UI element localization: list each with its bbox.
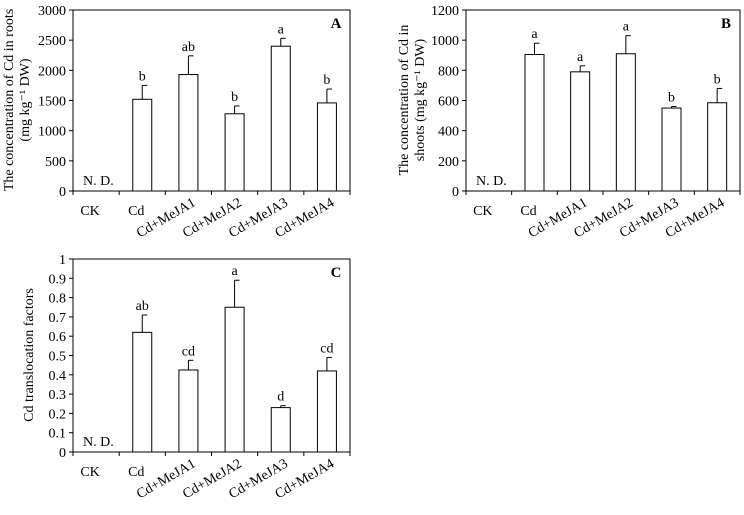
significance-label: cd [182,344,195,359]
y-tick-label: 3000 [38,4,66,19]
chart-panel-a: 050010001500200025003000CKbCdabCd+MeJA1b… [2,4,351,241]
y-tick-label: 600 [438,95,459,110]
y-tick-label: 500 [45,155,66,170]
y-tick-label: 0.8 [49,292,67,307]
bar [316,102,337,192]
y-tick-label: 0 [59,446,66,461]
x-tick-label: Cd [128,204,144,219]
x-tick-label: Cd [128,465,144,480]
y-tick-label: 2000 [38,64,66,79]
bar [570,71,591,192]
y-tick-label: 0.2 [49,407,67,422]
significance-label: ab [182,40,195,55]
bar [178,74,199,192]
y-tick-label: 0.3 [49,388,67,403]
not-detected-annotation: N. D. [83,174,114,189]
bar [224,113,245,192]
significance-label: a [531,27,538,42]
plot-frame [72,258,351,453]
y-tick-label: 800 [438,64,459,79]
significance-label: ab [136,299,149,314]
x-tick-label: CK [473,204,492,219]
y-tick-label: 0.7 [49,311,67,326]
x-tick-label: Cd [520,204,536,219]
significance-label: b [714,72,721,87]
significance-label: b [231,90,238,105]
y-tick-label: 0.5 [49,350,67,365]
y-tick-label: 0.9 [49,272,67,287]
chart-panel-b: 020040060080010001200CKaCdaCd+MeJA1aCd+M… [397,4,741,241]
y-axis-label: (mg kg⁻¹ DW) [18,58,33,141]
significance-label: b [668,91,675,106]
bar [132,331,153,453]
y-axis-label: Cd translocation factors [22,288,37,422]
bar [661,107,682,192]
y-tick-label: 2500 [38,34,66,49]
y-tick-label: 1000 [38,125,66,140]
x-tick-label: CK [80,204,99,219]
y-tick-label: 0.4 [49,369,67,384]
panel-label: A [331,16,342,32]
y-axis-label: The concentration of Cd in [397,25,412,176]
plot-frame [465,9,741,192]
significance-label: d [277,390,284,405]
bar [524,53,545,192]
significance-label: a [278,22,285,37]
panel-label: C [331,265,342,281]
significance-label: b [323,73,330,88]
significance-label: b [139,69,146,84]
bar [178,369,199,453]
not-detected-annotation: N. D. [476,174,507,189]
bar [270,45,291,192]
y-tick-label: 0.1 [49,427,67,442]
significance-label: a [577,50,584,65]
y-tick-label: 0.6 [49,330,67,345]
y-tick-label: 1200 [431,4,459,19]
y-axis-label: The concentration of Cd in roots [2,9,17,191]
bar [615,53,636,192]
y-tick-label: 0 [59,185,66,200]
y-tick-label: 0 [452,185,459,200]
significance-label: cd [320,341,333,356]
y-axis-label: shoots (mg kg⁻¹ DW) [413,38,428,161]
bar [707,102,728,192]
significance-label: a [231,264,238,279]
x-tick-label: CK [80,465,99,480]
bar [270,407,291,453]
bar [132,98,153,192]
bar [224,306,245,453]
not-detected-annotation: N. D. [83,435,114,450]
bar [316,370,337,453]
y-tick-label: 400 [438,125,459,140]
panel-label: B [721,16,731,32]
y-tick-label: 1 [59,253,66,268]
plot-frame [72,9,351,192]
significance-label: a [623,20,630,35]
chart-panel-c: 00.10.20.30.40.50.60.70.80.91CKabCdcdCd+… [22,253,351,502]
y-tick-label: 1000 [431,34,459,49]
y-tick-label: 200 [438,155,459,170]
y-tick-label: 1500 [38,95,66,110]
